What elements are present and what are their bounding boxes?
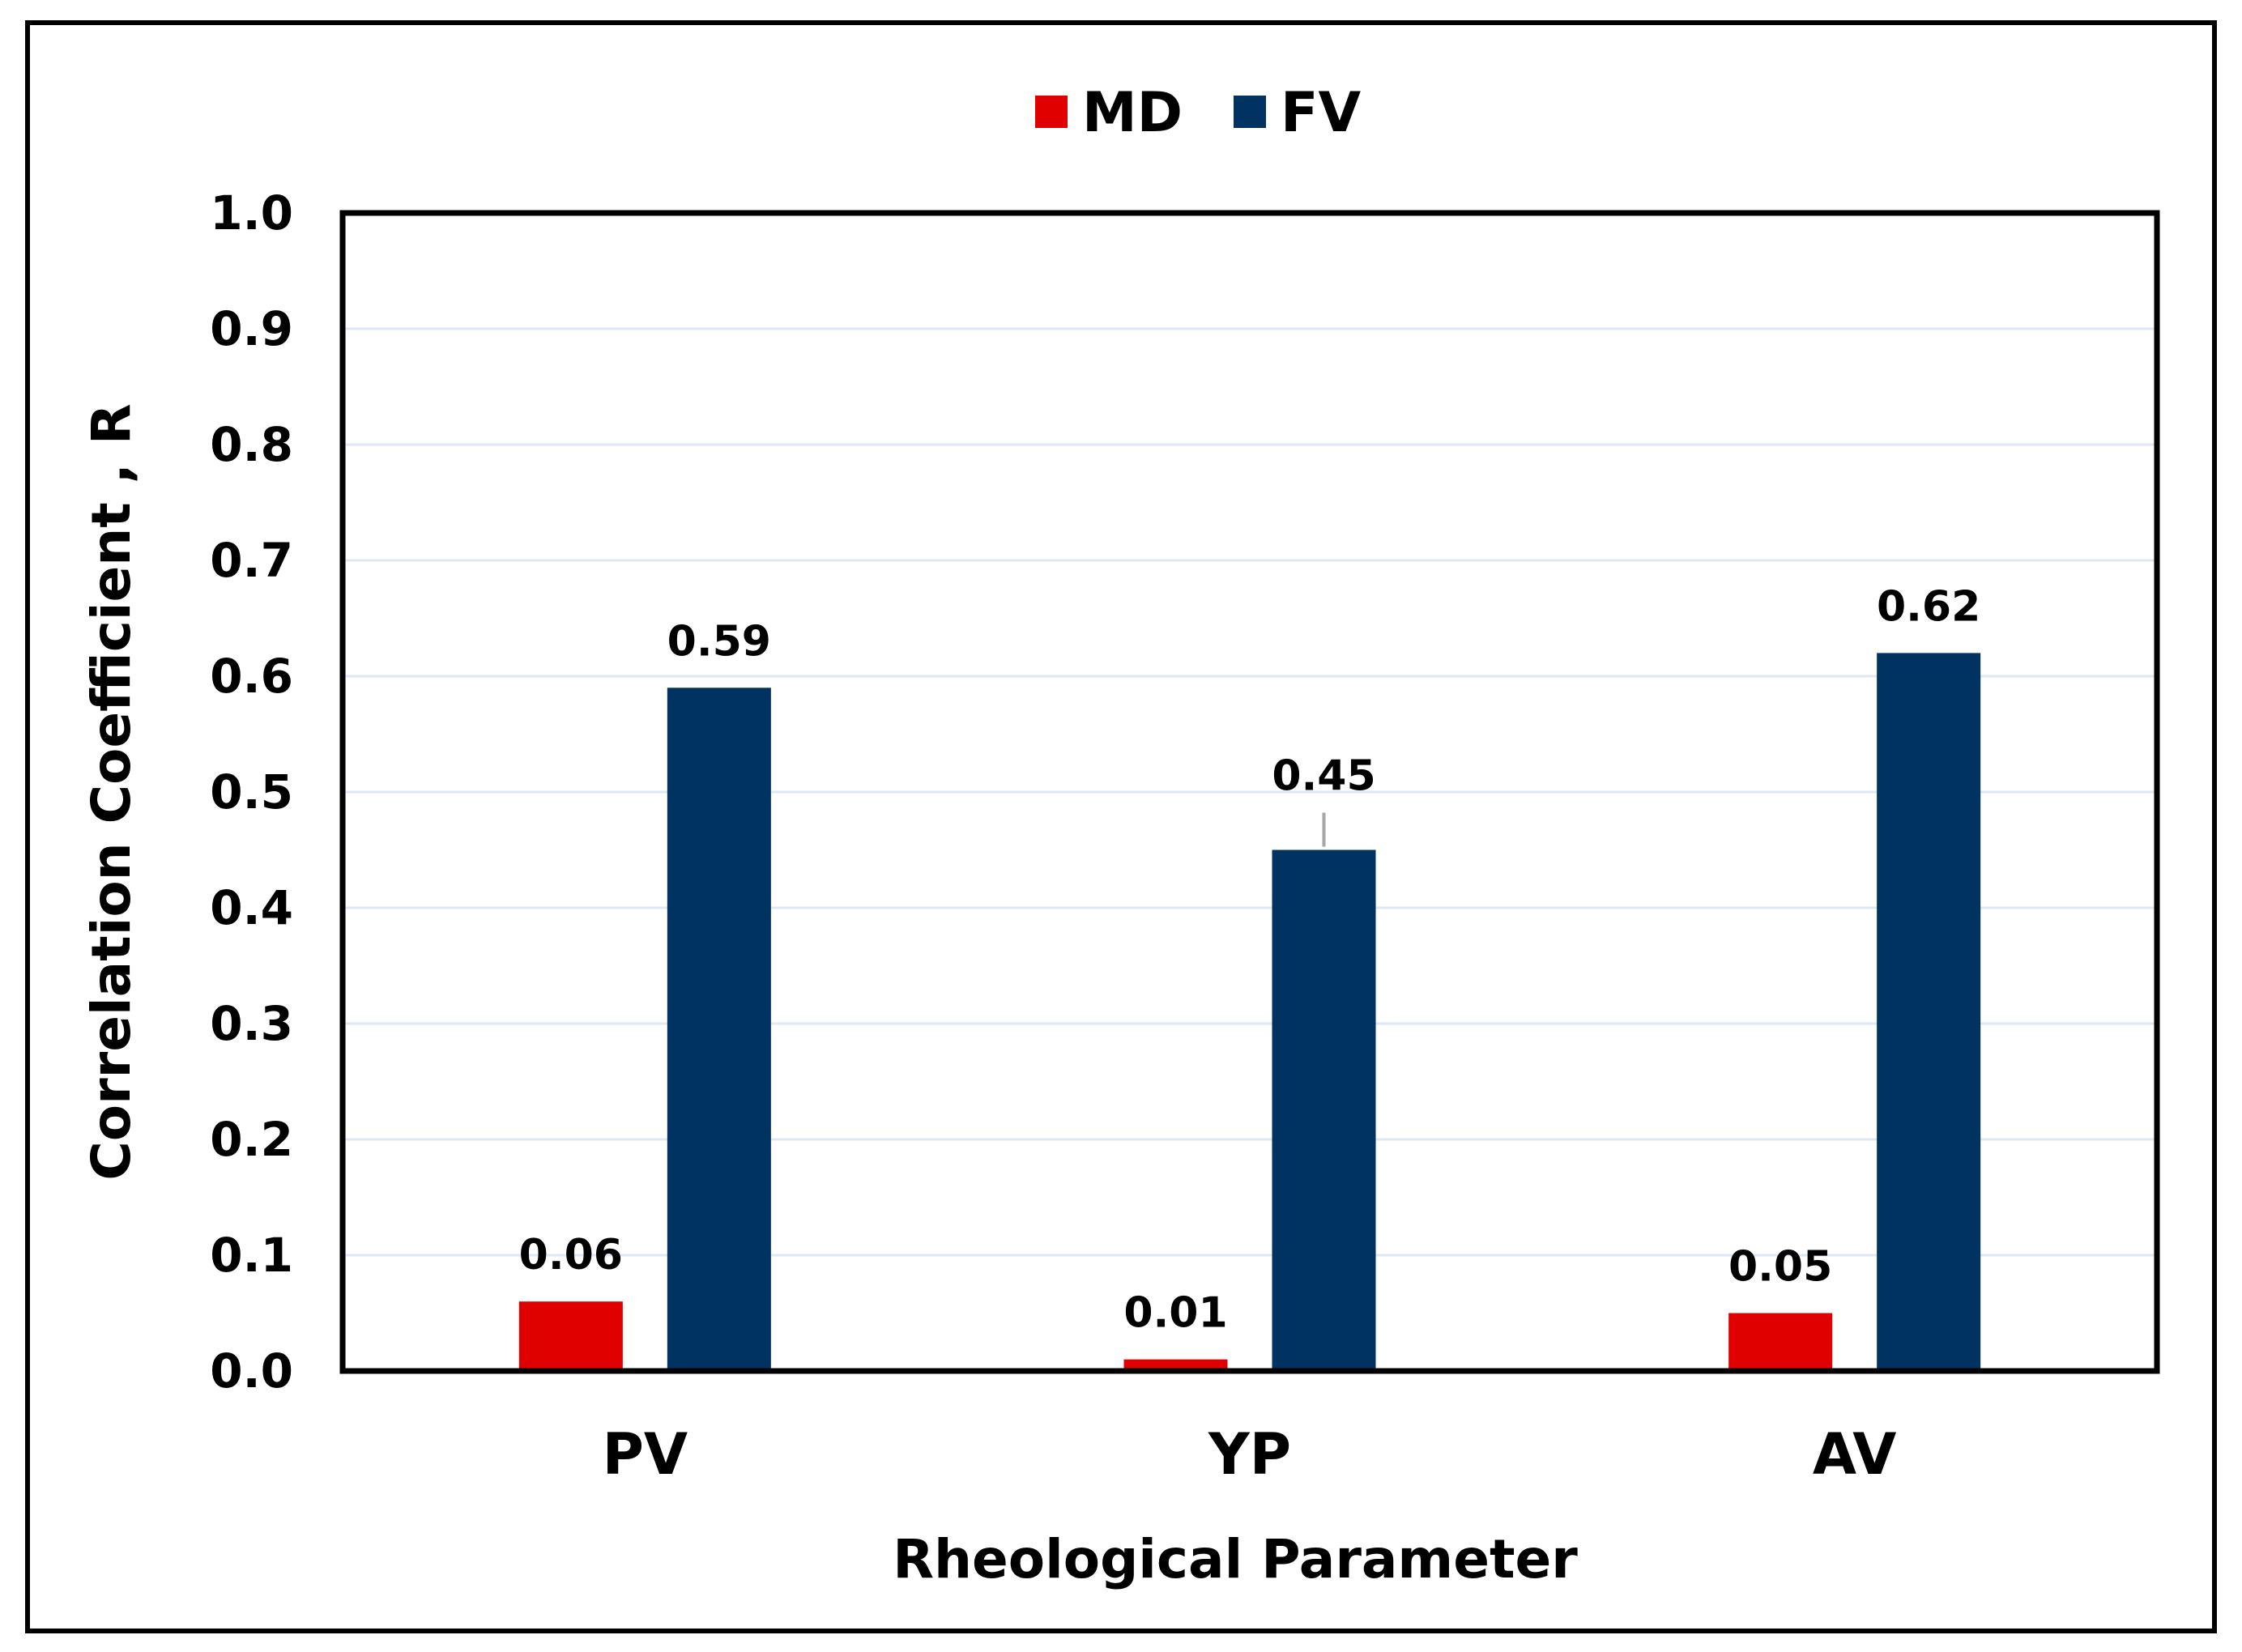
- data-label: 0.06: [519, 1231, 623, 1279]
- data-label: 0.62: [1877, 582, 1980, 631]
- legend-label-md: MD: [1082, 81, 1183, 145]
- plot-area-border: [339, 210, 2160, 1374]
- bar-fv-yp: [1272, 849, 1376, 1371]
- bars: [518, 653, 1981, 1371]
- y-axis-ticks: 0.0 0.1 0.2 0.3 0.4 0.5 0.6 0.7 0.8 0.9 1.0: [210, 185, 293, 1399]
- legend-swatch-md: [1035, 96, 1068, 128]
- data-label: 0.45: [1272, 752, 1375, 801]
- y-tick-label: 0.8: [210, 417, 293, 472]
- x-axis-ticks: PV YP AV: [603, 1421, 1897, 1488]
- y-tick-label: 0.5: [210, 764, 293, 820]
- bar-fv-av: [1877, 653, 1981, 1371]
- data-labels: 0.06 0.59 0.01 0.45 0.05 0.62: [519, 582, 1981, 1337]
- legend: MD FV: [1035, 81, 1361, 145]
- legend-swatch-fv: [1234, 96, 1266, 128]
- data-label: 0.05: [1728, 1243, 1832, 1292]
- bar-fv-pv: [667, 688, 771, 1371]
- y-tick-label: 0.6: [210, 649, 293, 704]
- bar-md-av: [1728, 1313, 1833, 1371]
- x-tick-label: YP: [1208, 1421, 1291, 1488]
- y-tick-label: 0.4: [210, 880, 293, 935]
- x-tick-label: PV: [603, 1421, 688, 1488]
- y-axis-title: Correlation Coefficient , R: [80, 403, 143, 1180]
- data-label: 0.01: [1123, 1289, 1227, 1338]
- bar-md-pv: [518, 1301, 623, 1371]
- y-tick-label: 0.0: [210, 1343, 293, 1399]
- y-tick-label: 0.1: [210, 1228, 293, 1283]
- legend-label-fv: FV: [1281, 81, 1361, 145]
- y-tick-label: 0.7: [210, 533, 293, 588]
- y-tick-label: 0.2: [210, 1112, 293, 1167]
- y-tick-label: 1.0: [210, 185, 293, 241]
- x-tick-label: AV: [1813, 1421, 1897, 1488]
- chart-frame: [25, 20, 2217, 1633]
- data-label: 0.59: [667, 617, 771, 666]
- x-axis-title: Rheological Parameter: [893, 1528, 1578, 1590]
- y-tick-label: 0.3: [210, 996, 293, 1051]
- y-tick-label: 0.9: [210, 301, 293, 356]
- gridlines: [343, 327, 2157, 1257]
- bar-md-yp: [1123, 1359, 1228, 1371]
